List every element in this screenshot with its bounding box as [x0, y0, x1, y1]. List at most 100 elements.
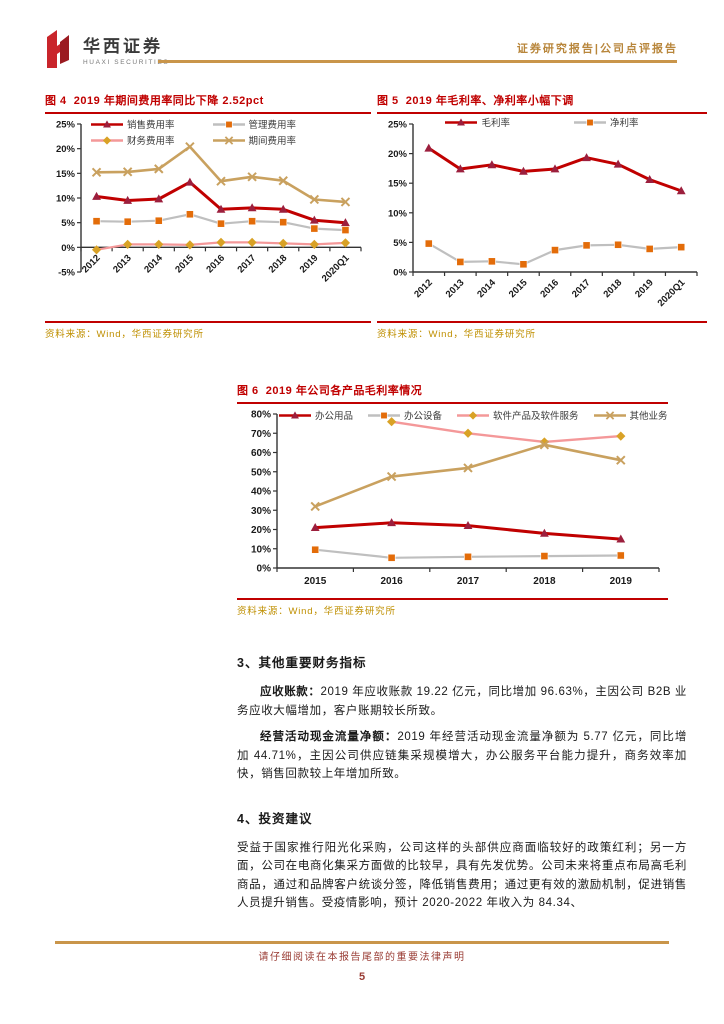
svg-text:2020Q1: 2020Q1: [656, 277, 688, 309]
footer-divider: [55, 941, 669, 944]
figure-4-chart-area: -5% 0% 5% 10% 15% 20% 25% 2012 2013 2014 2015 2016 2…: [45, 114, 371, 319]
figure-6-chart: 0% 10% 20% 30% 40% 50% 60% 70% 80% 2015 2016 2017 20…: [251, 410, 660, 587]
huaxi-logo-icon: [47, 30, 69, 68]
legend-triangle-icon: [279, 410, 311, 419]
legend-item: 净利率: [574, 115, 639, 129]
legend-label: 管理费用率: [248, 120, 297, 131]
figure-5-legend: 毛利率 净利率: [377, 115, 707, 129]
svg-text:2017: 2017: [570, 277, 593, 300]
figure-5-chart: 0% 5% 10% 15% 20% 25% 2012 2013 2014 2015 2016 2017…: [388, 120, 698, 309]
svg-text:2020Q1: 2020Q1: [320, 252, 352, 284]
legend-label: 毛利率: [481, 118, 510, 129]
figure-6-legend: 办公用品 办公设备 软件产品及软件服务 其他业务: [279, 408, 668, 422]
svg-text:15%: 15%: [56, 169, 76, 180]
legend-triangle-icon: [91, 119, 123, 128]
legend-diamond-icon: [457, 410, 490, 420]
legend-label: 其他业务: [629, 411, 668, 422]
figure-4-chart: -5% 0% 5% 10% 15% 20% 25% 2012 2013 2014 2015 2016 2…: [56, 120, 362, 284]
svg-text:5%: 5%: [61, 218, 75, 229]
svg-text:70%: 70%: [251, 429, 271, 440]
svg-text:2014: 2014: [475, 277, 498, 300]
svg-text:2016: 2016: [538, 277, 561, 300]
svg-text:5%: 5%: [393, 238, 407, 249]
header-divider: [158, 60, 677, 63]
svg-text:20%: 20%: [388, 149, 408, 160]
figure-4-legend: 销售费用率 管理费用率财务费用率 期间费用率: [91, 117, 296, 147]
svg-text:0%: 0%: [393, 268, 407, 279]
legend-item: 销售费用率: [91, 117, 175, 131]
svg-text:2016: 2016: [380, 576, 403, 587]
figure-6-chart-area: 0% 10% 20% 30% 40% 50% 60% 70% 80% 2015 2016 2017 20…: [237, 404, 668, 596]
paragraph-investment-advice: 受益于国家推行阳光化采购，公司这样的头部供应商面临较好的政策红利；另一方面，公司…: [237, 841, 687, 910]
legend-square-icon: [212, 120, 245, 128]
svg-text:30%: 30%: [251, 506, 271, 517]
svg-text:50%: 50%: [251, 467, 271, 478]
svg-text:-5%: -5%: [58, 268, 75, 279]
svg-text:15%: 15%: [388, 179, 408, 190]
svg-text:2012: 2012: [80, 253, 103, 276]
svg-text:20%: 20%: [56, 144, 76, 155]
paragraph-cashflow-lead: 经营活动现金流量净额：: [260, 731, 398, 743]
svg-text:2015: 2015: [173, 252, 196, 275]
svg-text:2012: 2012: [412, 277, 435, 300]
report-type-label: 证券研究报告|公司点评报告: [516, 43, 678, 55]
legend-item: 其他业务: [593, 408, 668, 422]
legend-item: 办公用品: [279, 408, 353, 422]
logo-name-en: HUAXI SECURITIES: [83, 59, 170, 66]
legend-diamond-icon: [91, 135, 123, 145]
svg-text:2014: 2014: [142, 252, 165, 275]
svg-text:2019: 2019: [298, 253, 321, 276]
figure-5-chart-area: 0% 5% 10% 15% 20% 25% 2012 2013 2014 2015 2016 2017…: [377, 114, 707, 319]
legend-x-icon: [593, 410, 626, 420]
svg-text:2019: 2019: [610, 576, 633, 587]
company-logo: 华西证券 HUAXI SECURITIES: [45, 30, 169, 68]
svg-text:60%: 60%: [251, 448, 271, 459]
svg-text:2018: 2018: [533, 576, 556, 587]
figure-4: 图 4 2019 年期间费用率同比下降 2.52pct -5% 0% 5% 10% 15…: [45, 92, 371, 340]
legend-item: 软件产品及软件服务: [457, 408, 579, 422]
figure-4-title: 图 4 2019 年期间费用率同比下降 2.52pct: [45, 92, 371, 114]
svg-text:0%: 0%: [61, 243, 75, 254]
svg-text:10%: 10%: [251, 544, 271, 555]
paragraph-receivables-lead: 应收账款：: [260, 686, 321, 698]
legend-triangle-icon: [445, 117, 478, 126]
svg-text:2018: 2018: [602, 277, 625, 300]
svg-text:25%: 25%: [56, 120, 76, 131]
paragraph-cashflow: 经营活动现金流量净额：2019 年经营活动现金流量净额为 5.77 亿元，同比增…: [237, 728, 687, 784]
figure-5-source: 资料来源：Wind，华西证券研究所: [377, 321, 707, 340]
footer-disclaimer: 请仔细阅读在本报告尾部的重要法律声明: [258, 952, 466, 963]
figure-6-title: 图 6 2019 年公司各产品毛利率情况: [237, 382, 668, 404]
paragraph-receivables-text: 2019 年应收账款 19.22 亿元，同比增加 96.63%，主因公司 B2B…: [237, 686, 687, 717]
body-sections: 3、其他重要财务指标 应收账款：2019 年应收账款 19.22 亿元，同比增加…: [237, 652, 687, 913]
svg-text:2013: 2013: [444, 277, 467, 300]
legend-item: 期间费用率: [212, 133, 297, 147]
svg-text:10%: 10%: [56, 194, 76, 205]
figure-4-source: 资料来源：Wind，华西证券研究所: [45, 321, 371, 340]
legend-label: 销售费用率: [127, 120, 175, 131]
figure-6: 图 6 2019 年公司各产品毛利率情况 0% 10% 20% 30% 40% 50% 60…: [237, 382, 668, 617]
svg-text:20%: 20%: [251, 525, 271, 536]
legend-item: 办公设备: [368, 408, 442, 422]
legend-label: 净利率: [610, 118, 639, 129]
legend-label: 期间费用率: [248, 136, 297, 147]
svg-text:2013: 2013: [111, 253, 134, 276]
legend-label: 办公设备: [404, 411, 443, 422]
legend-item: 管理费用率: [212, 117, 297, 131]
svg-text:2018: 2018: [267, 253, 290, 276]
section-4-heading: 4、投资建议: [237, 811, 313, 826]
legend-square-icon: [368, 411, 401, 419]
svg-text:25%: 25%: [388, 120, 408, 131]
legend-label: 财务费用率: [127, 136, 175, 147]
svg-text:80%: 80%: [251, 410, 271, 421]
legend-item: 财务费用率: [91, 133, 175, 147]
svg-text:0%: 0%: [257, 564, 272, 575]
svg-text:2016: 2016: [204, 253, 227, 276]
legend-x-icon: [212, 135, 245, 145]
legend-label: 软件产品及软件服务: [493, 411, 579, 422]
paragraph-receivables: 应收账款：2019 年应收账款 19.22 亿元，同比增加 96.63%，主因公…: [237, 683, 687, 720]
figure-5: 图 5 2019 年毛利率、净利率小幅下调 0% 5% 10% 15% 20% 25% 20…: [377, 92, 707, 340]
svg-text:2017: 2017: [236, 253, 259, 276]
paragraph-cashflow-text: 2019 年经营活动现金流量净额为 5.77 亿元，同比增加 44.71%，主因…: [237, 731, 687, 780]
figure-5-title: 图 5 2019 年毛利率、净利率小幅下调: [377, 92, 707, 114]
